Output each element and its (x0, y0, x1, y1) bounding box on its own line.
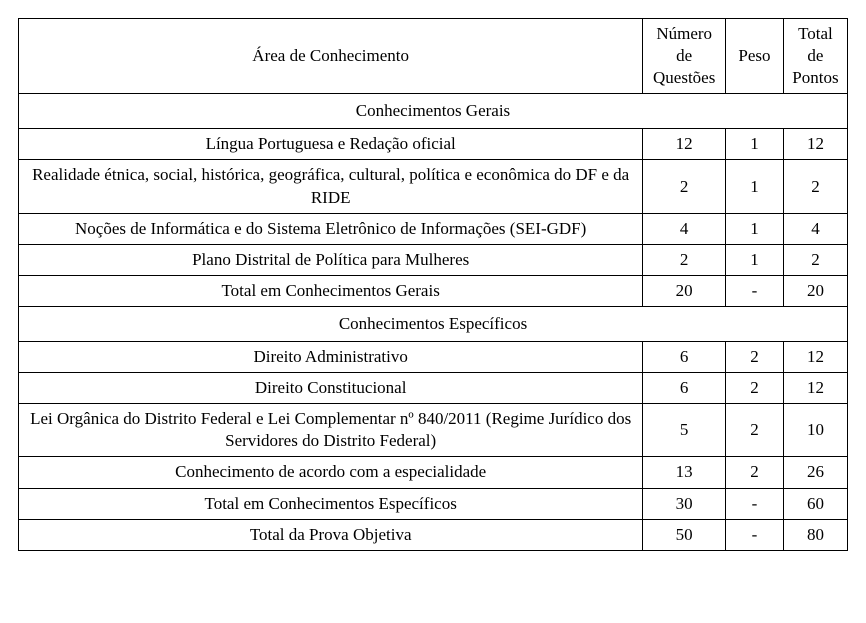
header-numero: Número de Questões (643, 19, 726, 94)
cell-total: 20 (783, 275, 847, 306)
cell-peso: 1 (726, 213, 784, 244)
cell-peso: 1 (726, 160, 784, 213)
cell-numero: 50 (643, 519, 726, 550)
header-peso: Peso (726, 19, 784, 94)
table-row: Lei Orgânica do Distrito Federal e Lei C… (19, 404, 848, 457)
cell-numero: 4 (643, 213, 726, 244)
cell-area: Direito Constitucional (19, 373, 643, 404)
cell-peso: 2 (726, 342, 784, 373)
cell-area: Língua Portuguesa e Redação oficial (19, 129, 643, 160)
cell-numero: 5 (643, 404, 726, 457)
cell-peso: - (726, 275, 784, 306)
table-row: Plano Distrital de Política para Mulhere… (19, 244, 848, 275)
cell-numero: 6 (643, 373, 726, 404)
grand-total-row: Total da Prova Objetiva 50 - 80 (19, 519, 848, 550)
table-row: Noções de Informática e do Sistema Eletr… (19, 213, 848, 244)
cell-area: Direito Administrativo (19, 342, 643, 373)
section-title: Conhecimentos Gerais (19, 94, 848, 129)
table-row: Direito Constitucional 6 2 12 (19, 373, 848, 404)
section-header-gerais: Conhecimentos Gerais (19, 94, 848, 129)
cell-total: 2 (783, 244, 847, 275)
table-row: Direito Administrativo 6 2 12 (19, 342, 848, 373)
subtotal-row: Total em Conhecimentos Gerais 20 - 20 (19, 275, 848, 306)
cell-area: Realidade étnica, social, histórica, geo… (19, 160, 643, 213)
cell-area: Conhecimento de acordo com a especialida… (19, 457, 643, 488)
cell-total: 26 (783, 457, 847, 488)
cell-numero: 2 (643, 244, 726, 275)
section-header-especificos: Conhecimentos Específicos (19, 306, 848, 341)
cell-peso: 1 (726, 244, 784, 275)
cell-numero: 2 (643, 160, 726, 213)
cell-total: 80 (783, 519, 847, 550)
cell-area: Plano Distrital de Política para Mulhere… (19, 244, 643, 275)
knowledge-areas-table: Área de Conhecimento Número de Questões … (18, 18, 848, 551)
cell-peso: 2 (726, 404, 784, 457)
cell-peso: 1 (726, 129, 784, 160)
cell-numero: 12 (643, 129, 726, 160)
cell-total: 12 (783, 129, 847, 160)
table-row: Conhecimento de acordo com a especialida… (19, 457, 848, 488)
cell-area: Noções de Informática e do Sistema Eletr… (19, 213, 643, 244)
cell-total: 60 (783, 488, 847, 519)
cell-area: Total em Conhecimentos Gerais (19, 275, 643, 306)
cell-peso: - (726, 519, 784, 550)
cell-area: Total em Conhecimentos Específicos (19, 488, 643, 519)
cell-peso: 2 (726, 373, 784, 404)
header-area: Área de Conhecimento (19, 19, 643, 94)
cell-total: 4 (783, 213, 847, 244)
cell-numero: 20 (643, 275, 726, 306)
header-total: Total de Pontos (783, 19, 847, 94)
cell-total: 12 (783, 342, 847, 373)
section-title: Conhecimentos Específicos (19, 306, 848, 341)
cell-numero: 13 (643, 457, 726, 488)
table-body: Conhecimentos Gerais Língua Portuguesa e… (19, 94, 848, 550)
table-header-row: Área de Conhecimento Número de Questões … (19, 19, 848, 94)
cell-total: 2 (783, 160, 847, 213)
cell-total: 12 (783, 373, 847, 404)
cell-total: 10 (783, 404, 847, 457)
cell-peso: - (726, 488, 784, 519)
table-row: Realidade étnica, social, histórica, geo… (19, 160, 848, 213)
subtotal-row: Total em Conhecimentos Específicos 30 - … (19, 488, 848, 519)
cell-area: Total da Prova Objetiva (19, 519, 643, 550)
cell-peso: 2 (726, 457, 784, 488)
cell-area: Lei Orgânica do Distrito Federal e Lei C… (19, 404, 643, 457)
table-row: Língua Portuguesa e Redação oficial 12 1… (19, 129, 848, 160)
cell-numero: 30 (643, 488, 726, 519)
cell-numero: 6 (643, 342, 726, 373)
